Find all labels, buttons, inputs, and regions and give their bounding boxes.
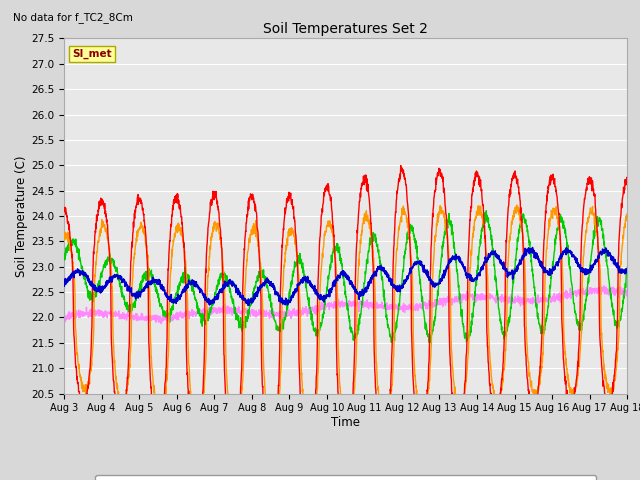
Text: No data for f_TC2_8Cm: No data for f_TC2_8Cm [13, 12, 132, 23]
Text: SI_met: SI_met [72, 49, 112, 60]
X-axis label: Time: Time [331, 416, 360, 429]
Title: Soil Temperatures Set 2: Soil Temperatures Set 2 [263, 22, 428, 36]
Y-axis label: Soil Temperature (C): Soil Temperature (C) [15, 155, 28, 277]
Legend: TC2_2Cm, TC2_4Cm, TC2_16Cm, TC2_32Cm, TC2_50Cm: TC2_2Cm, TC2_4Cm, TC2_16Cm, TC2_32Cm, TC… [95, 475, 596, 480]
